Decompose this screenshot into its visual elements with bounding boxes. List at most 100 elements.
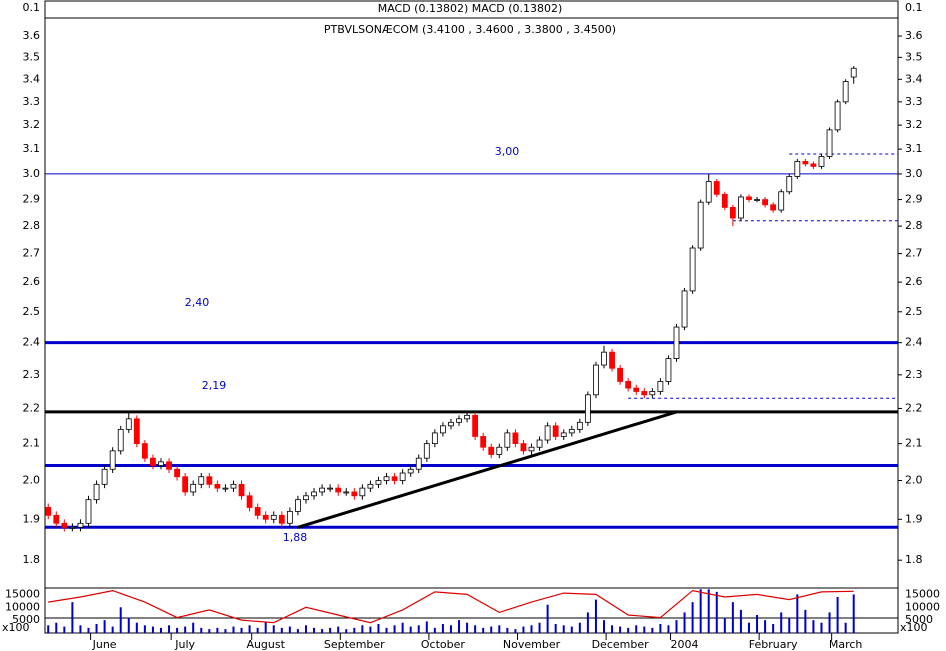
candle-body	[375, 480, 382, 485]
candle-body	[45, 507, 52, 516]
volume-bar	[47, 625, 50, 633]
candle-body	[278, 514, 285, 524]
macd-tick-label: 0.1	[23, 1, 41, 14]
candle-body	[496, 446, 503, 455]
candle-body	[150, 457, 156, 466]
volume-bar	[256, 627, 259, 633]
y-tick-label: 2.3	[23, 368, 41, 381]
volume-bar	[683, 612, 686, 633]
volume-bar	[844, 622, 847, 633]
y-tick-label: 3.5	[905, 50, 923, 63]
candle-body	[512, 432, 519, 445]
candle-body	[713, 181, 720, 195]
volume-bar	[458, 620, 461, 633]
y-tick-label: 3.4	[23, 72, 41, 85]
volume-bar	[337, 626, 340, 633]
candle-body	[818, 156, 825, 167]
candle-body	[383, 476, 390, 481]
volume-bar	[498, 625, 501, 633]
candle-body	[117, 428, 124, 452]
volume-bar	[321, 629, 324, 633]
candle-body	[198, 476, 205, 485]
candle-body	[319, 487, 325, 493]
volume-bar	[796, 594, 799, 633]
candle-body	[633, 387, 640, 392]
y-tick-label: 2.5	[905, 305, 923, 318]
candle-body	[786, 176, 793, 193]
volume-bar	[715, 591, 718, 633]
volume-bar	[71, 602, 74, 633]
volume-bar	[651, 627, 654, 633]
y-tick-label: 3.6	[23, 29, 41, 42]
y-tick-label: 1.8	[905, 553, 923, 566]
candle-body	[77, 522, 84, 528]
volume-bar	[87, 627, 90, 633]
volume-tick-label: 15000	[905, 587, 940, 600]
volume-bar	[570, 626, 573, 633]
candle-body	[665, 358, 672, 382]
candle-body	[174, 468, 180, 478]
candle-body	[770, 204, 777, 211]
volume-bar	[232, 626, 235, 633]
volume-bar	[103, 620, 106, 633]
x-tick-label: February	[749, 638, 798, 651]
volume-bar	[546, 604, 549, 633]
candle-body	[657, 381, 664, 392]
volume-bar	[111, 626, 114, 633]
candle-body	[593, 364, 599, 396]
volume-bar	[522, 626, 525, 633]
y-tick-label: 3.1	[23, 142, 41, 155]
candle-body	[53, 514, 60, 524]
volume-bar	[208, 629, 211, 633]
candle-body	[141, 443, 148, 459]
y-tick-label: 3.0	[905, 167, 923, 180]
candle-body	[810, 163, 817, 167]
volume-bar	[345, 629, 348, 633]
candle-body	[472, 414, 479, 437]
candle-body	[464, 414, 470, 420]
volume-bar	[385, 627, 388, 633]
candle-body	[576, 421, 583, 430]
volume-bar	[643, 626, 646, 633]
y-tick-label: 2.8	[905, 219, 923, 232]
candle-body	[359, 487, 366, 497]
macd-tick-label: 0.1	[905, 1, 923, 14]
candle-body	[448, 421, 454, 427]
candle-body	[230, 483, 237, 489]
candle-body	[641, 391, 648, 396]
volume-panel	[44, 587, 899, 634]
candle-body	[246, 495, 253, 508]
y-tick-label: 3.3	[23, 95, 41, 108]
y-tick-label: 3.5	[23, 50, 41, 63]
y-tick-label: 3.2	[23, 118, 41, 131]
candle-body	[182, 476, 189, 493]
volume-bar	[449, 625, 452, 633]
candle-body	[286, 510, 293, 524]
y-tick-label: 2.1	[905, 437, 923, 450]
volume-bar	[764, 620, 767, 633]
candle-body	[391, 476, 398, 481]
volume-bar	[538, 622, 541, 633]
candle-body	[488, 446, 495, 455]
x-tick-label: August	[246, 638, 285, 651]
volume-bar	[159, 627, 162, 633]
volume-bar	[482, 627, 485, 633]
volume-bar	[852, 594, 855, 633]
volume-bar	[578, 622, 581, 633]
candle-body	[681, 290, 688, 328]
candle-body	[431, 432, 438, 445]
candle-body	[721, 193, 728, 208]
candle-body	[222, 487, 229, 490]
candle-body	[125, 418, 132, 430]
volume-bar	[143, 625, 146, 633]
y-tick-label: 2.1	[23, 437, 41, 450]
y-tick-label: 3.6	[905, 29, 923, 42]
y-tick-label: 3.3	[905, 95, 923, 108]
candle-body	[311, 491, 317, 497]
candle-body	[520, 443, 527, 452]
y-tick-label: 2.4	[23, 336, 41, 349]
volume-bar	[425, 621, 428, 633]
y-tick-label: 2.2	[905, 401, 923, 414]
volume-bar	[586, 612, 589, 633]
